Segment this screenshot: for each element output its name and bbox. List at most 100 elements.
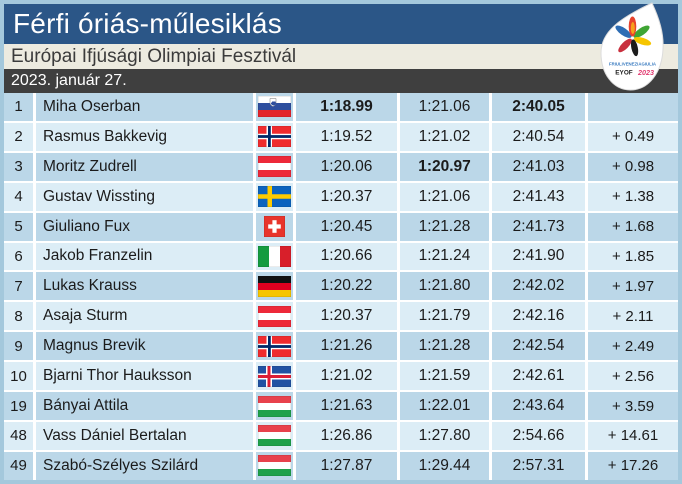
page-title: Férfi óriás-műlesiklás [13, 8, 282, 39]
date-band: 2023. január 27. [4, 69, 678, 93]
run2-time: 1:21.02 [400, 122, 489, 151]
rank-cell: 8 [4, 302, 33, 331]
run2-time: 1:21.79 [400, 302, 489, 331]
run1-time: 1:20.06 [296, 152, 397, 181]
gap-value: + 1.68 [588, 212, 678, 241]
athlete-name: Lukas Krauss [36, 272, 253, 301]
run2-time: 1:20.97 [400, 152, 489, 181]
athlete-name: Vass Dániel Bertalan [36, 421, 253, 450]
total-time: 2:42.16 [492, 302, 585, 331]
athlete-name: Asaja Sturm [36, 302, 253, 331]
run1-time: 1:18.99 [296, 93, 397, 121]
total-time: 2:57.31 [492, 451, 585, 480]
run2-time: 1:22.01 [400, 392, 489, 420]
athlete-name: Giuliano Fux [36, 212, 253, 241]
run1-time: 1:20.22 [296, 272, 397, 301]
flag-cell [256, 302, 293, 331]
run2-time: 1:21.24 [400, 242, 489, 271]
run2-time: 1:21.80 [400, 272, 489, 301]
total-time: 2:41.90 [492, 242, 585, 271]
run1-time: 1:21.02 [296, 362, 397, 391]
athlete-name: Szabó-Szélyes Szilárd [36, 451, 253, 480]
flag-cell [256, 332, 293, 361]
total-time: 2:41.03 [492, 152, 585, 181]
logo-region-text: FRIULIVENEZIAGIULIA [609, 62, 656, 67]
rank-cell: 7 [4, 272, 33, 301]
flag-switzerland-icon [264, 216, 285, 238]
total-time: 2:41.43 [492, 182, 585, 211]
flag-austria-icon [258, 156, 291, 178]
gap-value [588, 93, 678, 121]
run1-time: 1:20.66 [296, 242, 397, 271]
flag-italy-icon [258, 245, 291, 267]
flag-cell [256, 182, 293, 211]
rank-cell: 4 [4, 182, 33, 211]
run1-time: 1:20.37 [296, 182, 397, 211]
run1-time: 1:26.86 [296, 421, 397, 450]
run1-time: 1:21.63 [296, 392, 397, 420]
flag-austria-icon [258, 305, 291, 327]
rank-cell: 10 [4, 362, 33, 391]
flag-cell [256, 122, 293, 151]
athlete-name: Moritz Zudrell [36, 152, 253, 181]
flag-cell [256, 152, 293, 181]
run1-time: 1:20.45 [296, 212, 397, 241]
flag-cell [256, 451, 293, 480]
rank-cell: 9 [4, 332, 33, 361]
athlete-name: Magnus Brevik [36, 332, 253, 361]
flag-norway-icon [258, 335, 291, 357]
gap-value: + 0.98 [588, 152, 678, 181]
flag-sweden-icon [258, 186, 291, 208]
gap-value: + 3.59 [588, 392, 678, 420]
flag-cell [256, 242, 293, 271]
run2-time: 1:21.06 [400, 93, 489, 121]
logo-flower-icon [615, 16, 652, 57]
run1-time: 1:19.52 [296, 122, 397, 151]
rank-cell: 2 [4, 122, 33, 151]
flag-hungary-icon [258, 425, 291, 447]
gap-value: + 1.38 [588, 182, 678, 211]
flag-cell [256, 362, 293, 391]
flag-cell [256, 93, 293, 121]
run2-time: 1:29.44 [400, 451, 489, 480]
rank-cell: 48 [4, 421, 33, 450]
gap-value: + 0.49 [588, 122, 678, 151]
rank-cell: 1 [4, 93, 33, 121]
rank-cell: 49 [4, 451, 33, 480]
flag-cell [256, 272, 293, 301]
total-time: 2:42.61 [492, 362, 585, 391]
flag-hungary-icon [258, 455, 291, 477]
rank-cell: 3 [4, 152, 33, 181]
total-time: 2:43.64 [492, 392, 585, 420]
gap-value: + 2.11 [588, 302, 678, 331]
flag-cell [256, 212, 293, 241]
eyof-logo: FRIULIVENEZIAGIULIA EYOF 2023 [599, 2, 673, 91]
flag-germany-icon [258, 275, 291, 297]
rank-cell: 19 [4, 392, 33, 420]
gap-value: + 17.26 [588, 451, 678, 480]
run2-time: 1:21.59 [400, 362, 489, 391]
flag-norway-icon [258, 126, 291, 148]
flag-hungary-icon [258, 395, 291, 417]
run2-time: 1:21.06 [400, 182, 489, 211]
total-time: 2:54.66 [492, 421, 585, 450]
gap-value: + 1.97 [588, 272, 678, 301]
total-time: 2:41.73 [492, 212, 585, 241]
gap-value: + 14.61 [588, 421, 678, 450]
athlete-name: Gustav Wissting [36, 182, 253, 211]
rank-cell: 6 [4, 242, 33, 271]
athlete-name: Rasmus Bakkevig [36, 122, 253, 151]
run1-time: 1:20.37 [296, 302, 397, 331]
flag-cell [256, 392, 293, 420]
total-time: 2:42.54 [492, 332, 585, 361]
total-time: 2:40.54 [492, 122, 585, 151]
athlete-name: Bjarni Thor Hauksson [36, 362, 253, 391]
logo-year-text: 2023 [637, 68, 654, 77]
athlete-name: Miha Oserban [36, 93, 253, 121]
flag-iceland-icon [258, 365, 291, 387]
rank-cell: 5 [4, 212, 33, 241]
event-subtitle: Európai Ifjúsági Olimpiai Fesztivál [11, 45, 297, 67]
logo-eyof-text: EYOF [615, 70, 632, 77]
run1-time: 1:21.26 [296, 332, 397, 361]
